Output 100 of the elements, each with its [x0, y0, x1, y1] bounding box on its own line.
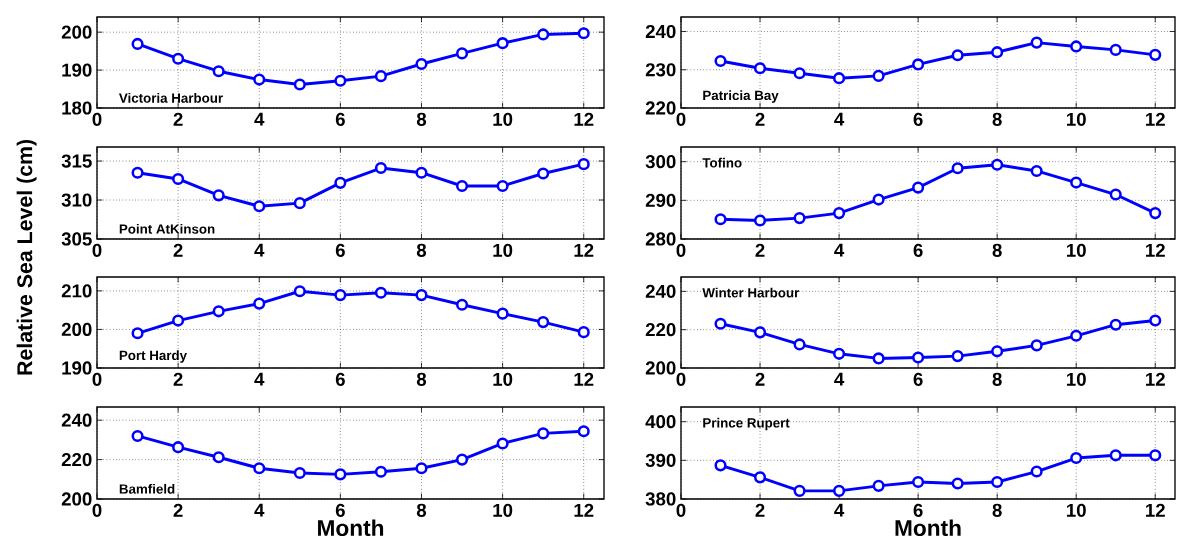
point: [415, 57, 428, 71]
point: [714, 317, 727, 330]
point: [1030, 164, 1043, 178]
y-tick-label: 290: [645, 193, 676, 207]
x-tick-label: 8: [992, 503, 1002, 517]
annotation: Bamfield: [119, 483, 175, 494]
y-axis-title: Relative Sea Level (cm): [16, 139, 37, 375]
point: [1070, 451, 1083, 465]
point: [334, 74, 347, 87]
y-tick-label: 220: [645, 101, 676, 115]
point: [1030, 36, 1043, 49]
point: [793, 212, 806, 225]
point: [253, 297, 266, 310]
point: [912, 475, 925, 489]
y-tick-label: 180: [62, 101, 92, 115]
y-tick-label: 310: [61, 193, 92, 207]
point: [293, 78, 306, 91]
point: [293, 285, 306, 298]
x-tick-label: 2: [173, 503, 183, 517]
point: [1109, 188, 1122, 201]
point: [131, 166, 144, 179]
point: [415, 289, 428, 302]
point: [496, 437, 509, 450]
y-tick-label: 305: [61, 232, 92, 246]
point: [753, 326, 767, 339]
y-tick-label: 210: [61, 284, 92, 298]
x-tick-label: 4: [254, 372, 265, 386]
point: [334, 289, 347, 302]
x-tick-label: 2: [755, 112, 765, 126]
annotation: Port Hardy: [119, 350, 187, 363]
y-tick-label: 390: [645, 453, 676, 467]
point: [172, 441, 185, 454]
x-tick-label: 12: [574, 112, 594, 126]
x-tick-label: 6: [913, 372, 923, 386]
x-tick-label: 12: [574, 243, 594, 257]
y-tick-label: 240: [645, 24, 676, 39]
point: [991, 345, 1004, 358]
x-tick-label: 4: [254, 503, 265, 517]
point: [455, 298, 469, 311]
point: [872, 352, 885, 365]
point: [172, 314, 185, 327]
point: [577, 158, 590, 171]
y-tick-label: 240: [645, 284, 676, 298]
point: [537, 316, 550, 329]
x-tick-label: 10: [493, 372, 513, 386]
point: [1109, 318, 1122, 331]
point: [1149, 48, 1162, 61]
point: [1109, 43, 1122, 56]
point: [793, 67, 806, 80]
y-tick-label: 280: [645, 232, 676, 246]
point: [577, 425, 590, 438]
point: [496, 37, 509, 50]
point: [293, 466, 306, 480]
point: [212, 451, 225, 464]
x-tick-label: 6: [913, 243, 923, 257]
annotation: Winter Harbour: [702, 287, 800, 298]
point: [753, 62, 767, 75]
x-tick-label: 2: [755, 372, 765, 386]
x-tick-label: 0: [92, 243, 102, 257]
y-tick-label: 220: [645, 323, 676, 337]
x-tick-label: 10: [493, 112, 513, 126]
x-tick-label: 2: [173, 243, 183, 257]
x-tick-label: 4: [254, 112, 265, 126]
point: [1030, 465, 1043, 478]
point: [537, 167, 550, 180]
x-tick-label: 12: [574, 372, 594, 386]
x-tick-label: 12: [1146, 243, 1165, 257]
point: [991, 475, 1004, 489]
point: [753, 214, 767, 227]
x-axis-title: Month: [895, 519, 961, 537]
point: [415, 462, 428, 475]
point: [1149, 207, 1162, 220]
annotation: Patricia Bay: [703, 90, 779, 103]
point: [455, 453, 469, 466]
point: [714, 459, 727, 472]
x-tick-label: 6: [335, 112, 345, 126]
y-tick-label: 200: [645, 361, 676, 375]
x-tick-label: 4: [834, 243, 845, 257]
point: [951, 49, 964, 62]
x-tick-label: 8: [416, 112, 427, 126]
x-tick-label: 0: [92, 503, 102, 517]
x-tick-label: 8: [992, 243, 1002, 257]
point: [833, 72, 846, 85]
point: [991, 46, 1004, 59]
x-tick-label: 10: [1066, 243, 1086, 257]
x-tick-label: 2: [755, 243, 765, 257]
x-tick-label: 8: [416, 503, 427, 517]
point: [833, 207, 846, 220]
x-tick-label: 12: [1146, 112, 1165, 126]
x-tick-label: 4: [834, 503, 845, 517]
x-tick-label: 4: [834, 372, 845, 386]
x-tick-label: 8: [416, 372, 427, 386]
point: [334, 176, 347, 189]
x-tick-label: 10: [493, 503, 513, 517]
x-tick-label: 0: [92, 112, 102, 126]
annotation: Point AtKinson: [119, 223, 215, 234]
point: [212, 65, 225, 78]
x-tick-label: 12: [574, 503, 594, 517]
y-tick-label: 220: [61, 452, 92, 467]
point: [951, 477, 964, 490]
